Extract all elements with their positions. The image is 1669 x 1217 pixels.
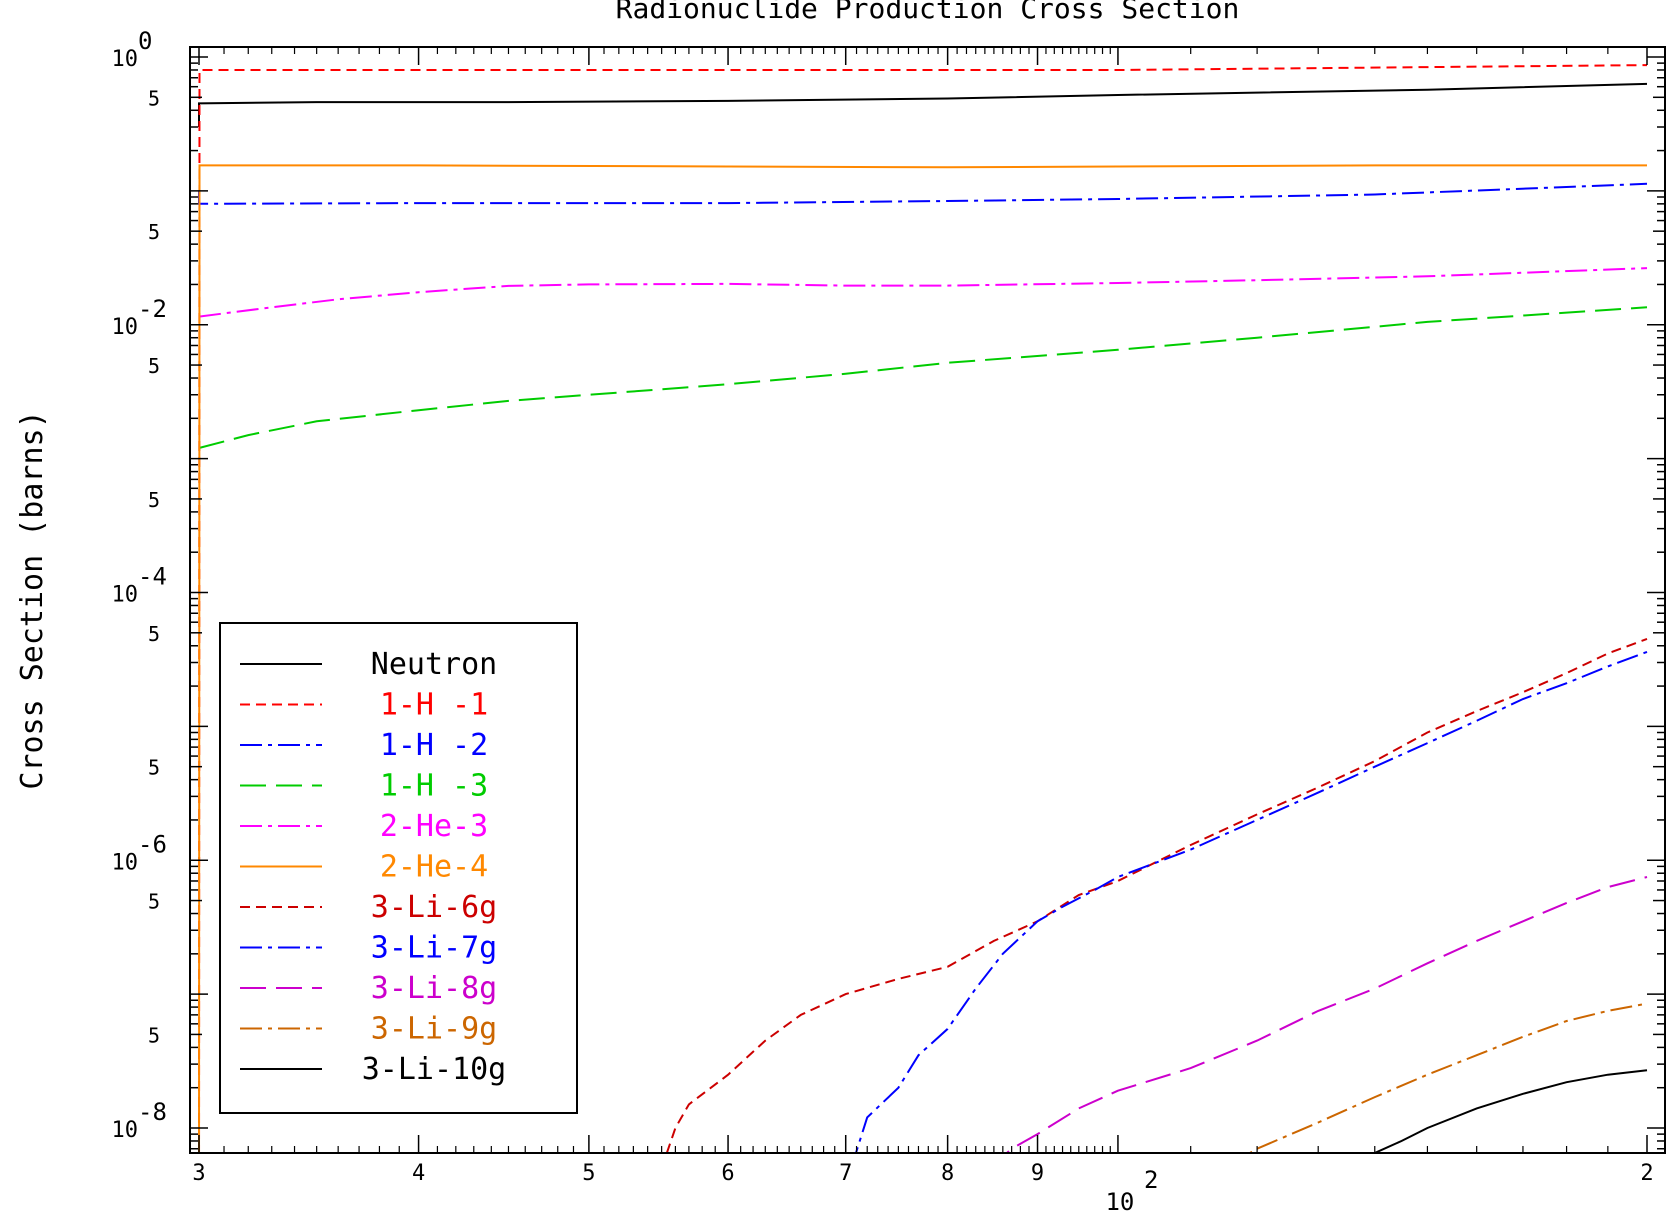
series-line-5: [198, 267, 1648, 318]
plot-frame: [189, 46, 1666, 1154]
y-tick-exponent: -8: [138, 1098, 167, 1126]
series-line-4: [198, 306, 1648, 449]
x-tick-exponent: 2: [1144, 1166, 1158, 1194]
x-tick-label: 3: [192, 1161, 205, 1186]
series-line-7: [665, 637, 1648, 1153]
y-tick-label-5: 5: [148, 622, 160, 646]
legend-label-7: 3-Li-6g: [371, 890, 497, 925]
legend-label-9: 3-Li-8g: [371, 971, 497, 1006]
legend-label-2: 1-H -1: [380, 688, 488, 723]
y-tick-exponent: -2: [138, 295, 167, 323]
y-tick-label-5: 5: [148, 86, 160, 110]
x-tick-label: 9: [1031, 1161, 1044, 1186]
x-tick-label: 10: [1105, 1188, 1134, 1216]
x-tick-label: 4: [412, 1161, 425, 1186]
y-tick-label: 10: [112, 850, 139, 875]
legend-label-5: 2-He-3: [380, 809, 488, 844]
y-tick-label-5: 5: [148, 354, 160, 378]
y-tick-label-5: 5: [148, 220, 160, 244]
series-line-9: [1005, 876, 1648, 1153]
x-tick-label: 7: [839, 1161, 852, 1186]
y-tick-label: 10: [112, 1118, 139, 1143]
y-axis-label: Cross Section (barns): [15, 410, 50, 789]
legend-label-1: Neutron: [371, 647, 497, 682]
y-tick-exponent: 0: [138, 27, 152, 55]
series-line-11: [1373, 1069, 1648, 1153]
chart-title: Radionuclide Production Cross Section: [616, 0, 1240, 25]
y-tick-label-5: 5: [148, 488, 160, 512]
series-line-6: [198, 164, 1647, 1153]
y-tick-exponent: -4: [138, 563, 167, 591]
y-tick-label-5: 5: [148, 890, 160, 914]
legend-label-11: 3-Li-10g: [362, 1052, 507, 1087]
series-line-8: [854, 650, 1648, 1153]
y-tick-label: 10: [112, 583, 139, 608]
y-tick-label-5: 5: [148, 1023, 160, 1047]
legend-label-3: 1-H -2: [380, 728, 488, 763]
legend-label-4: 1-H -3: [380, 769, 488, 804]
x-tick-label: 5: [582, 1161, 595, 1186]
y-tick-label: 10: [112, 47, 139, 72]
x-tick-label: 2: [1640, 1161, 1653, 1186]
y-tick-label-5: 5: [148, 756, 160, 780]
x-tick-label: 6: [721, 1161, 734, 1186]
series-line-3: [198, 182, 1648, 205]
y-tick-exponent: -6: [138, 830, 167, 858]
x-tick-label: 8: [941, 1161, 954, 1186]
series-line-1: [198, 82, 1648, 127]
y-tick-label: 10: [112, 315, 139, 340]
legend-label-6: 2-He-4: [380, 850, 488, 885]
series-line-10: [1248, 1002, 1648, 1153]
legend-label-8: 3-Li-7g: [371, 931, 497, 966]
series-line-2: [198, 64, 1648, 1153]
legend-label-10: 3-Li-9g: [371, 1012, 497, 1047]
